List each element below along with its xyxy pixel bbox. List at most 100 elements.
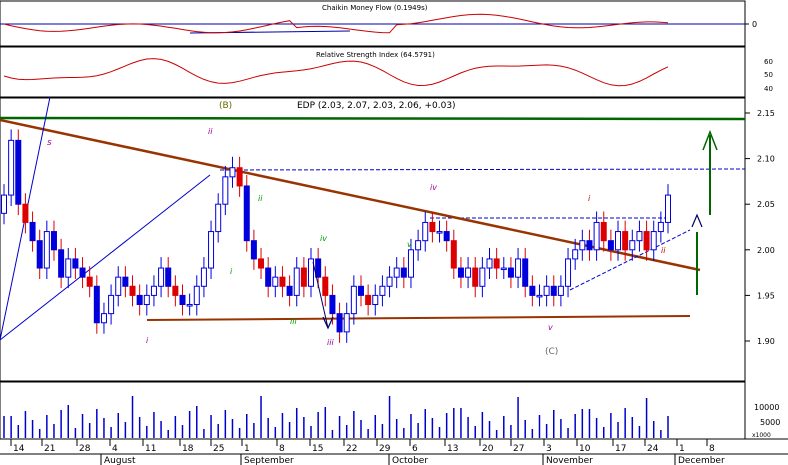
candle (615, 220, 622, 261)
candle (286, 275, 293, 307)
candle (179, 284, 186, 316)
candle (208, 220, 215, 279)
candle (393, 257, 400, 289)
x-day-label: 15 (312, 444, 323, 454)
candle (415, 229, 422, 261)
x-day-label: 8 (709, 444, 715, 454)
candle (386, 266, 393, 298)
wave-label-i-minor: i (230, 267, 233, 276)
channel-line-blue-2 (0, 174, 211, 341)
candle (500, 257, 507, 279)
candle (407, 238, 414, 289)
rsi-panel (0, 46, 746, 98)
candle (336, 302, 343, 343)
candle (357, 275, 364, 307)
price-tick-label: 1.90 (757, 337, 775, 346)
x-day-label: 27 (513, 444, 524, 454)
candle (129, 275, 136, 307)
wave-label-v-minor: v (407, 240, 412, 249)
candle (36, 229, 43, 279)
price-tick-label: 2.00 (757, 246, 775, 255)
wave-label-iv-1: iv (430, 183, 437, 192)
wave-label-iii-minor: iii (290, 317, 297, 326)
candle (58, 238, 65, 289)
candle (15, 129, 22, 216)
wave-label-iv-minor: iv (320, 234, 327, 243)
candle (622, 220, 629, 261)
candle (522, 247, 529, 298)
x-day-label: 3 (546, 444, 552, 454)
candle (50, 220, 57, 261)
candle (265, 257, 272, 298)
candle (465, 257, 472, 289)
candle (308, 247, 315, 298)
candle (650, 220, 657, 261)
rsi-line (3, 58, 669, 87)
candle (86, 266, 93, 298)
candle (272, 266, 279, 298)
candle (436, 220, 443, 243)
price-tick-label: 2.15 (757, 109, 775, 118)
candle (400, 257, 407, 289)
candle (486, 247, 493, 279)
candle (579, 229, 586, 261)
candle (279, 266, 286, 298)
candle (607, 229, 614, 261)
candles (1, 129, 671, 343)
x-day-label: 20 (482, 444, 494, 454)
wave-label-iii-1: iii (327, 338, 334, 347)
x-day-label: 14 (13, 444, 25, 454)
candle (550, 275, 557, 307)
candle (29, 211, 36, 252)
candle (600, 211, 607, 252)
rsi-tick-50: 50 (764, 71, 773, 79)
candle (422, 211, 429, 252)
wave-label-ii-2: ii (661, 246, 666, 255)
candle (657, 211, 664, 243)
price-tick-label: 2.10 (757, 155, 775, 164)
wave-label-v-1: v (548, 323, 553, 332)
candle (565, 247, 572, 298)
wave-label-ii-minor: ii (258, 194, 263, 203)
volume-bars (3, 396, 669, 438)
candle (536, 284, 543, 307)
cmf-tick-0: 0 (752, 20, 757, 29)
candle (172, 275, 179, 307)
candle (72, 247, 79, 279)
candle (379, 275, 386, 307)
candle (215, 193, 222, 243)
wave-b-label: (B) (219, 101, 232, 111)
candle (593, 211, 600, 261)
price-axis: 2.15 2.10 2.05 2.00 1.95 1.90 (745, 109, 775, 346)
candle (472, 257, 479, 298)
arrow-up-blue (691, 213, 703, 228)
candle (322, 266, 329, 307)
x-day-label: 18 (182, 444, 194, 454)
resistance-line-dashed-upper (219, 168, 746, 171)
x-day-label: 25 (213, 444, 224, 454)
candle (515, 247, 522, 289)
candle (243, 175, 250, 252)
arrow-up-green (702, 129, 718, 215)
wave-label-s: s (47, 138, 52, 148)
candle (443, 220, 450, 252)
candle (236, 156, 243, 197)
x-month-label: October (392, 456, 428, 465)
candle (100, 302, 107, 334)
candle (115, 266, 122, 307)
candle (665, 184, 671, 234)
candle (457, 257, 464, 289)
x-axis: 14 21 28 4 11 18 25 1 8 15 22 29 6 13 20 27 3 10 17 24 1 8Aug… (0, 438, 788, 465)
candle (200, 257, 207, 298)
candle (93, 275, 100, 334)
x-day-label: 1 (679, 444, 685, 454)
rsi-title: Relative Strength Index (64.5791) (316, 51, 435, 59)
candle (250, 229, 257, 270)
candle (343, 302, 350, 343)
candle (543, 275, 550, 307)
candle (365, 284, 372, 316)
candle (479, 257, 486, 298)
candle (450, 229, 457, 279)
x-day-label: 21 (44, 444, 55, 454)
